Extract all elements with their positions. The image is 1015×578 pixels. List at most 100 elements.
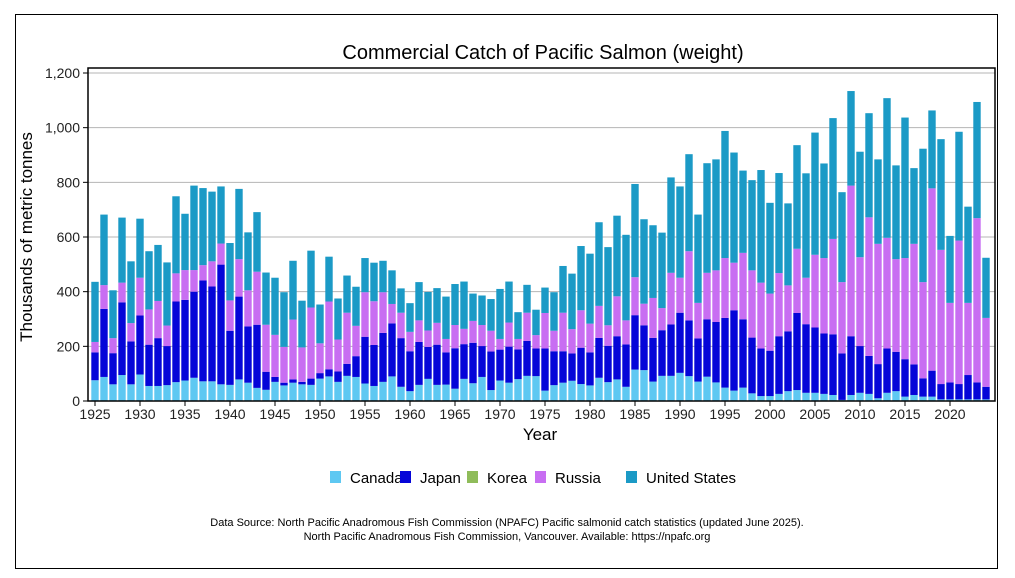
bar-russia-1945 <box>271 334 279 377</box>
bar-canada-1985 <box>631 369 639 401</box>
bar-russia-1961 <box>415 320 423 342</box>
bar-united-states-1939 <box>217 186 225 244</box>
bar-canada-1957 <box>379 381 387 401</box>
bar-japan-1981 <box>595 337 603 378</box>
bar-canada-2005 <box>811 392 819 401</box>
bar-japan-1992 <box>694 338 702 382</box>
bar-canada-1932 <box>154 385 162 401</box>
bar-russia-1988 <box>658 308 666 331</box>
bar-russia-2003 <box>793 248 801 313</box>
bar-russia-2023 <box>973 218 981 383</box>
bar-russia-1946 <box>280 346 288 383</box>
bar-japan-2007 <box>829 334 837 395</box>
bar-japan-1977 <box>559 351 567 383</box>
y-axis-label: Thousands of metric tonnes <box>17 132 36 342</box>
x-tick-label: 1985 <box>619 406 650 422</box>
legend-label: Korea <box>487 470 528 487</box>
bar-canada-1927 <box>109 384 117 401</box>
bar-united-states-1996 <box>730 152 738 263</box>
bar-united-states-1950 <box>316 304 324 344</box>
bar-russia-2018 <box>928 188 936 371</box>
bar-russia-1958 <box>388 303 396 324</box>
bar-japan-2000 <box>766 350 774 397</box>
bar-japan-1925 <box>91 352 99 381</box>
bar-canada-2002 <box>784 391 792 401</box>
bar-russia-1970 <box>496 338 504 350</box>
bar-russia-1962 <box>424 330 432 347</box>
bar-japan-1983 <box>613 336 621 380</box>
bar-canada-1935 <box>181 380 189 401</box>
bar-russia-1992 <box>694 302 702 339</box>
x-tick-label: 1945 <box>259 406 290 422</box>
bar-canada-2017 <box>919 396 927 401</box>
bar-united-states-1956 <box>370 262 378 302</box>
bar-united-states-1948 <box>298 300 306 348</box>
bar-japan-1947 <box>289 379 297 383</box>
bar-japan-1927 <box>109 353 117 385</box>
bar-japan-1971 <box>505 346 513 383</box>
bar-canada-1999 <box>757 396 765 401</box>
bar-canada-2006 <box>820 393 828 401</box>
bar-united-states-1929 <box>127 261 135 324</box>
bar-russia-2002 <box>784 285 792 332</box>
bar-canada-1931 <box>145 385 153 401</box>
bar-canada-1953 <box>343 375 351 401</box>
bar-russia-1956 <box>370 301 378 345</box>
bar-japan-2004 <box>802 324 810 393</box>
bar-russia-2013 <box>883 237 891 349</box>
bar-russia-1953 <box>343 312 351 364</box>
bar-canada-1977 <box>559 382 567 401</box>
bar-russia-1969 <box>487 330 495 352</box>
bar-russia-1934 <box>172 273 180 302</box>
bar-united-states-2013 <box>883 98 891 238</box>
legend-swatch-united-states <box>626 471 637 483</box>
bar-canada-2011 <box>865 393 873 401</box>
bar-canada-2007 <box>829 394 837 401</box>
bar-united-states-2001 <box>775 173 783 274</box>
bar-russia-1925 <box>91 341 99 353</box>
bar-united-states-1936 <box>190 185 198 271</box>
bar-russia-1980 <box>586 323 594 353</box>
bar-united-states-1986 <box>640 219 648 304</box>
bar-japan-2003 <box>793 312 801 391</box>
bar-japan-1966 <box>460 344 468 379</box>
bar-russia-2020 <box>946 302 954 383</box>
bar-japan-2017 <box>919 378 927 397</box>
bar-united-states-2012 <box>874 159 882 244</box>
bar-japan-1929 <box>127 341 135 385</box>
bar-japan-1961 <box>415 341 423 385</box>
bar-canada-1951 <box>325 376 333 401</box>
bar-united-states-1946 <box>280 292 288 347</box>
bar-united-states-1962 <box>424 291 432 331</box>
bar-united-states-1970 <box>496 288 504 339</box>
bar-united-states-1989 <box>667 177 675 273</box>
x-tick-label: 1960 <box>394 406 425 422</box>
bar-russia-1978 <box>568 329 576 354</box>
bar-united-states-1967 <box>469 293 477 321</box>
bar-canada-1954 <box>352 376 360 401</box>
bar-canada-1988 <box>658 375 666 401</box>
bar-japan-2012 <box>874 364 882 399</box>
bar-russia-1940 <box>226 300 234 331</box>
bar-canada-1952 <box>334 381 342 401</box>
bar-russia-1967 <box>469 320 477 343</box>
bar-canada-1984 <box>622 386 630 401</box>
bar-japan-1945 <box>271 376 279 382</box>
bar-japan-1955 <box>361 336 369 384</box>
bar-united-states-1953 <box>343 275 351 313</box>
bar-russia-1960 <box>406 331 414 352</box>
bar-japan-1989 <box>667 324 675 376</box>
bar-canada-1968 <box>478 376 486 401</box>
bar-united-states-2010 <box>856 151 864 258</box>
bar-japan-1978 <box>568 353 576 381</box>
bar-canada-2013 <box>883 392 891 401</box>
bar-united-states-2014 <box>892 165 900 260</box>
bar-canada-1989 <box>667 375 675 401</box>
bar-canada-2018 <box>928 396 936 401</box>
source-line-1: Data Source: North Pacific Anadromous Fi… <box>210 517 803 529</box>
bar-russia-1987 <box>649 297 657 338</box>
bar-canada-1973 <box>523 375 531 401</box>
bar-russia-1939 <box>217 243 225 265</box>
bar-united-states-1976 <box>550 292 558 331</box>
bar-canada-1967 <box>469 383 477 401</box>
